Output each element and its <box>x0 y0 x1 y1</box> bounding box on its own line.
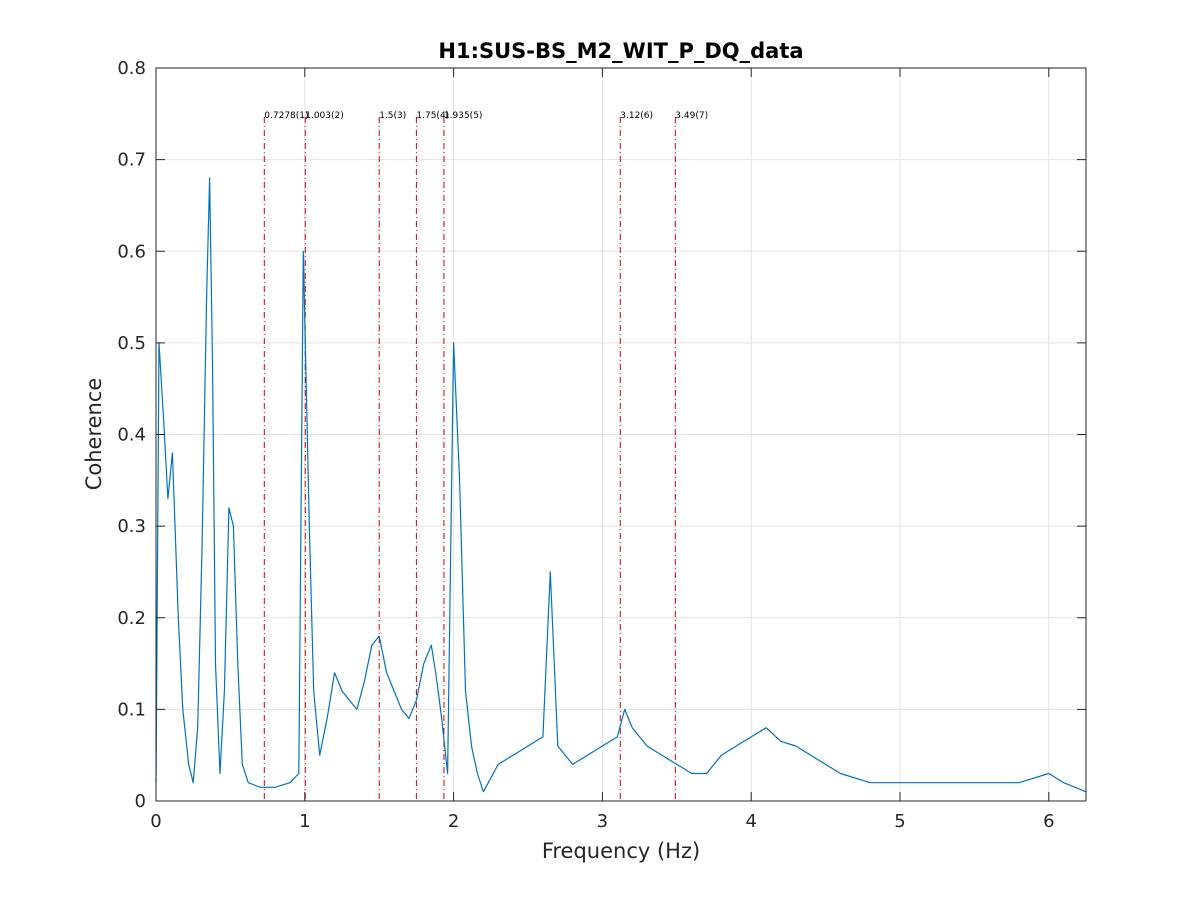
y-tick-label: 0.1 <box>117 699 146 720</box>
y-tick-label: 0.8 <box>117 58 146 79</box>
y-tick-label: 0.5 <box>117 333 146 354</box>
axis-ticks: 0 1 2 3 4 5 6 0 0.1 0.2 0.3 0.4 0.5 0.6 0.7 0.8 <box>117 58 1086 832</box>
harmonic-marker-label: 1.75(4) <box>416 111 449 121</box>
x-tick-label: 2 <box>448 811 459 832</box>
x-tick-label: 0 <box>150 811 161 832</box>
y-axis-title: Coherence <box>82 378 106 491</box>
x-tick-label: 5 <box>894 811 905 832</box>
coherence-series-line <box>155 177 1087 793</box>
harmonic-marker-label: 1.935(5) <box>444 111 483 121</box>
series-layer <box>155 177 1087 793</box>
x-tick-label: 6 <box>1043 811 1054 832</box>
x-tick-label: 3 <box>597 811 608 832</box>
x-tick-label: 1 <box>299 811 310 832</box>
y-tick-label: 0.7 <box>117 150 146 171</box>
chart-title: H1:SUS-BS_M2_WIT_P_DQ_data <box>438 39 803 63</box>
y-tick-label: 0 <box>135 791 146 812</box>
harmonic-markers: 0.7278(1)1.003(2) 1.5(3) 1.75(4)1.935(5) 3.… <box>263 111 708 801</box>
harmonic-marker-label: 1.003(2) <box>305 111 344 121</box>
y-tick-label: 0.6 <box>117 241 146 262</box>
y-tick-label: 0.3 <box>117 516 146 537</box>
harmonic-marker-label: 0.7278(1) <box>264 111 308 121</box>
x-tick-label: 4 <box>745 811 756 832</box>
harmonic-marker-label: 3.49(7) <box>675 111 708 121</box>
y-tick-label: 0.2 <box>117 608 146 629</box>
x-axis-title: Frequency (Hz) <box>542 839 700 863</box>
harmonic-marker-label: 3.12(6) <box>620 111 653 121</box>
y-tick-label: 0.4 <box>117 425 146 446</box>
harmonic-marker-label: 1.5(3) <box>379 111 406 121</box>
